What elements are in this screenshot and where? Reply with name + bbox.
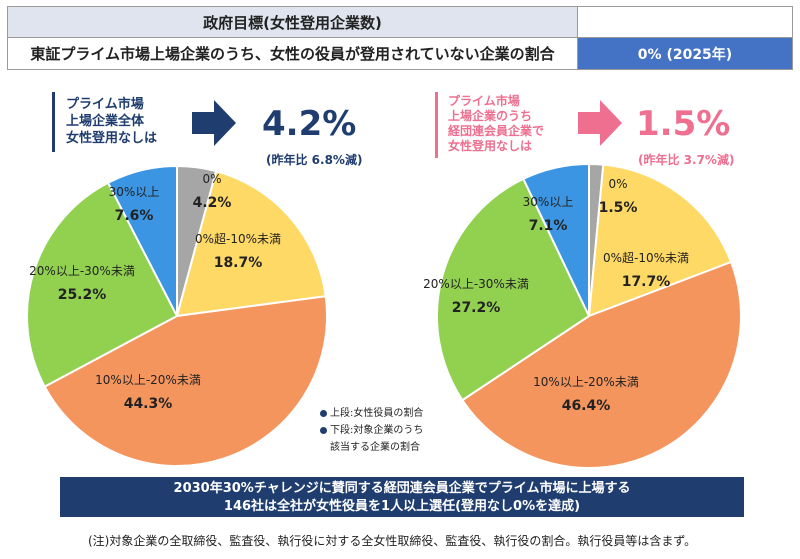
- pie2-label-4: 30%以上: [523, 195, 574, 209]
- achievement-banner: 2030年30%チャレンジに賛同する経団連会員企業でプライム市場に上場する 14…: [60, 477, 744, 517]
- pie2-slice-1: [587, 163, 733, 318]
- pie2-value-0: 1.5%: [599, 200, 638, 216]
- banner-line-2: 146社は全社が女性役員を1人以上選任(登用なし0%を達成): [223, 499, 581, 514]
- pie1-value-3: 25.2%: [58, 287, 107, 303]
- pie1-label-3: 20%以上-30%未満: [29, 264, 135, 278]
- pie2-label-2: 10%以上-20%未満: [533, 375, 639, 389]
- legend-line-2: 下段:対象企業のうち: [330, 425, 424, 436]
- right-arrow-icon: [578, 100, 622, 146]
- pie2-label-0: 0%: [608, 177, 627, 191]
- pie1-slice-1: [175, 169, 327, 318]
- left-heading-label: プライム市場 上場企業全体 女性登用なしは: [66, 97, 158, 146]
- pie1-slice-2: [43, 295, 329, 468]
- pie2-slice-3: [436, 177, 591, 402]
- right-heading-value: 1.5%: [636, 104, 731, 144]
- left-heading-value: 4.2%: [262, 104, 357, 144]
- pie1-slice-3: [26, 181, 179, 388]
- bullet-icon: [320, 426, 327, 434]
- goal-table-header-blank: [578, 7, 792, 38]
- right-heading-change: (昨年比 3.7%減): [638, 153, 735, 167]
- pie2-slice-2: [461, 260, 742, 469]
- pie1-value-2: 44.3%: [124, 396, 173, 412]
- left-heading-bar: [52, 92, 55, 152]
- pie2-value-1: 17.7%: [622, 274, 671, 290]
- pie1-label-4: 30%以上: [109, 185, 160, 199]
- pie2-value-3: 27.2%: [452, 300, 501, 316]
- footnote: (注)対象企業の全取締役、監査役、執行役に対する全女性取締役、監査役、執行役の割…: [88, 534, 697, 548]
- pie2-value-2: 46.4%: [562, 398, 611, 414]
- pie2-label-3: 20%以上-30%未満: [423, 277, 529, 291]
- pie1-value-4: 7.6%: [115, 208, 154, 224]
- legend-line-1: 上段:女性役員の割合: [330, 408, 424, 419]
- pie1-value-1: 18.7%: [214, 255, 263, 271]
- pie1-slice-4: [106, 164, 178, 317]
- goal-table-target: 0% (2025年): [578, 38, 792, 69]
- goal-table: 政府目標(女性登用企業数) 東証プライム市場上場企業のうち、女性の役員が登用され…: [7, 6, 793, 70]
- pie1-label-1: 0%超-10%未満: [195, 231, 281, 246]
- bullet-icon: [320, 409, 327, 417]
- pie1-value-0: 4.2%: [193, 195, 232, 211]
- left-arrow-icon: [192, 100, 236, 146]
- pie1-label-0: 0%: [202, 172, 221, 186]
- legend-item-lower: 下段:対象企業のうち: [320, 422, 423, 439]
- right-heading-bar: [435, 92, 438, 158]
- goal-table-description: 東証プライム市場上場企業のうち、女性の役員が登用されていない企業の割合: [8, 38, 578, 69]
- pie2-value-4: 7.1%: [529, 218, 568, 234]
- legend-item-upper: 上段:女性役員の割合: [320, 405, 423, 422]
- right-heading-label: プライム市場 上場企業のうち 経団連会員企業で 女性登用なしは: [448, 94, 545, 153]
- pie1-label-2: 10%以上-20%未満: [95, 373, 201, 387]
- left-heading-change: (昨年比 6.8%減): [266, 153, 363, 167]
- legend-line-3: 該当する企業の割合: [330, 442, 420, 453]
- pie2-slice-4: [522, 162, 590, 317]
- banner-line-1: 2030年30%チャレンジに賛同する経団連会員企業でプライム市場に上場する: [173, 481, 631, 496]
- pie2-label-1: 0%超-10%未満: [603, 250, 689, 265]
- goal-table-header: 政府目標(女性登用企業数): [8, 7, 578, 38]
- chart-legend: 上段:女性役員の割合 下段:対象企業のうち 該当する企業の割合: [320, 405, 423, 456]
